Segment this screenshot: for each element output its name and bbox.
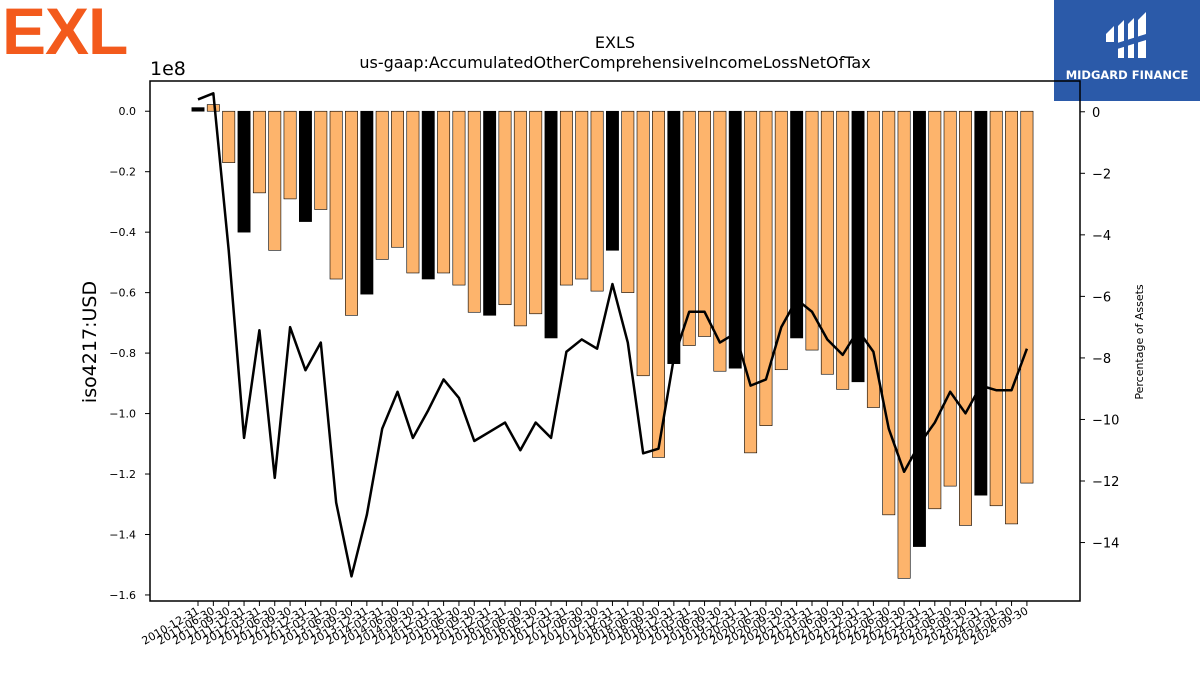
- bar: [1020, 110, 1034, 484]
- line-series: [197, 92, 1029, 578]
- bar: [805, 110, 819, 351]
- y2-tick-label: −10: [1092, 413, 1119, 428]
- bar: [974, 110, 988, 496]
- bar: [1005, 110, 1019, 525]
- y2-axis-label: Percentage of Assets: [1133, 284, 1146, 400]
- bar: [406, 110, 420, 274]
- y-offset-label: 1e8: [150, 58, 186, 80]
- bar: [713, 110, 727, 372]
- percentage-line: [197, 92, 1029, 578]
- bar: [652, 110, 665, 458]
- y2-tick-label: −6: [1092, 290, 1111, 305]
- bar: [252, 110, 266, 194]
- bar: [682, 110, 696, 346]
- y2-tick-label: −14: [1092, 537, 1119, 552]
- y2-tick-label: −12: [1092, 475, 1119, 490]
- bar: [544, 110, 558, 339]
- bar: [882, 110, 896, 516]
- bar: [283, 110, 297, 200]
- bar: [698, 110, 712, 337]
- bar: [559, 110, 573, 286]
- bar: [467, 110, 481, 313]
- midgard-emblem-icon: [1106, 12, 1146, 58]
- bar: [836, 110, 850, 390]
- bar: [237, 110, 251, 233]
- bar: [452, 110, 466, 286]
- y2-tick-label: 0: [1092, 106, 1100, 121]
- x-axis-ticks: 2010-12-312011-06-302011-09-302011-12-31…: [140, 601, 1030, 648]
- bar: [575, 110, 589, 280]
- y-tick-label: −0.6: [109, 287, 136, 300]
- bar: [728, 110, 742, 369]
- bar: [866, 110, 880, 408]
- bar: [590, 110, 604, 292]
- bar: [529, 110, 543, 315]
- chart-subtitle: us-gaap:AccumulatedOtherComprehensiveInc…: [359, 53, 870, 72]
- bar-series: [191, 104, 1034, 579]
- bar: [759, 110, 773, 426]
- bar: [222, 110, 236, 163]
- bar: [391, 110, 404, 248]
- bar: [636, 110, 650, 377]
- bar: [959, 110, 972, 526]
- bar: [298, 110, 312, 222]
- bar: [820, 110, 834, 375]
- bar: [360, 110, 374, 295]
- bar: [851, 110, 865, 383]
- y-tick-label: −1.2: [109, 468, 136, 481]
- bar: [421, 110, 435, 280]
- y2-tick-label: −2: [1092, 167, 1111, 182]
- exl-logo: EXL: [2, 0, 128, 68]
- plot-frame: [149, 80, 1081, 602]
- bar: [375, 110, 389, 260]
- bar: [329, 110, 343, 280]
- bar: [605, 110, 619, 251]
- y2-tick-label: −8: [1092, 352, 1111, 367]
- bar: [483, 110, 497, 316]
- bar: [744, 110, 758, 454]
- bar: [897, 110, 911, 579]
- y-tick-label: −0.2: [109, 166, 136, 179]
- bar: [667, 110, 681, 364]
- bar: [790, 110, 804, 339]
- bar: [912, 110, 926, 547]
- bar: [268, 110, 282, 251]
- bar: [191, 107, 205, 112]
- bar: [498, 110, 512, 306]
- midgard-finance-badge: MIDGARD FINANCE: [1054, 0, 1200, 101]
- y-axis-ticks: 0.0 −0.2 −0.4 −0.6 −0.8 −1.0 −1.2 −1.4 −1.6: [109, 105, 150, 602]
- y-tick-label: −0.4: [109, 226, 136, 239]
- y-tick-label: −1.4: [109, 528, 136, 541]
- bar: [513, 110, 527, 327]
- bar: [928, 110, 942, 510]
- bar: [989, 110, 1003, 507]
- bar: [437, 110, 451, 274]
- y-tick-label: 0.0: [119, 105, 137, 118]
- y2-tick-label: −4: [1092, 229, 1111, 244]
- y-tick-label: −0.8: [109, 347, 136, 360]
- bar: [621, 110, 635, 293]
- bar: [774, 110, 788, 371]
- midgard-finance-name: MIDGARD FINANCE: [1065, 68, 1189, 82]
- bar: [345, 110, 358, 316]
- y-axis-label: iso4217:USD: [79, 281, 101, 403]
- y-tick-label: −1.6: [109, 589, 136, 602]
- bar: [314, 110, 328, 210]
- chart-title: EXLS: [595, 33, 635, 52]
- bar: [943, 110, 957, 487]
- y-tick-label: −1.0: [109, 408, 136, 421]
- y2-axis-ticks: 0 −2 −4 −6 −8 −10 −12 −14: [1080, 106, 1119, 552]
